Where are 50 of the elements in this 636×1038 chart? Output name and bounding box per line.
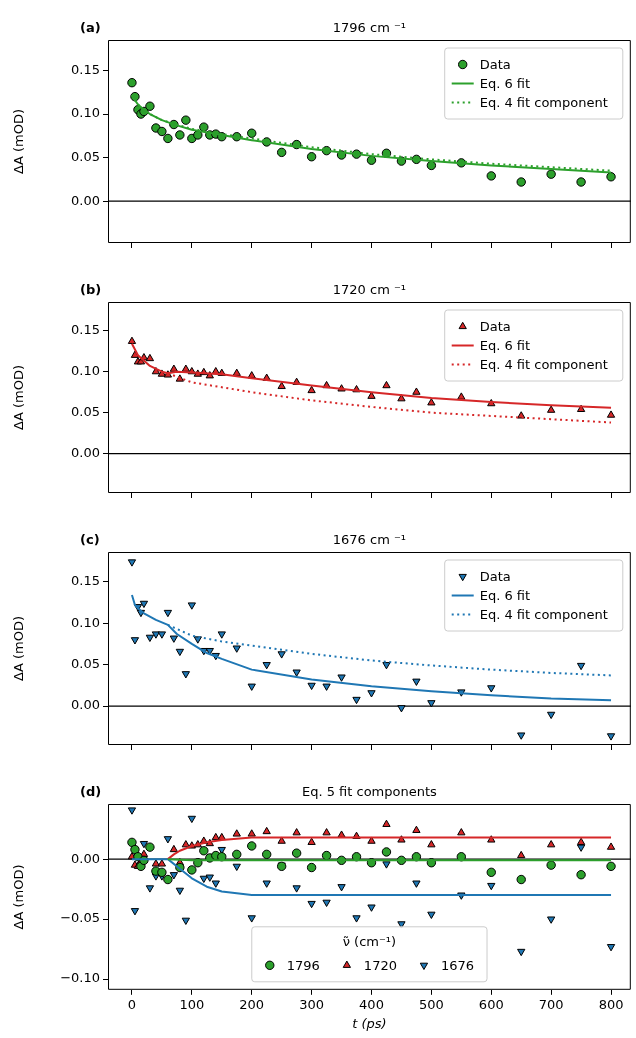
- y-tick-label: 0.15: [71, 61, 100, 77]
- x-tick-label: 100: [179, 996, 205, 1012]
- y-tick-label: 0.10: [71, 105, 100, 121]
- x-tick-label: 600: [478, 996, 504, 1012]
- chart-title: 1676 cm ⁻¹: [332, 532, 407, 547]
- x-tick-label: 800: [598, 996, 624, 1012]
- y-tick-label: 0.05: [71, 404, 100, 420]
- legend-label: 1676: [440, 957, 475, 973]
- y-axis-title: ΔA (mOD): [11, 864, 27, 930]
- legend-label: Data: [479, 56, 511, 72]
- y-tick-label: 0.10: [71, 614, 100, 630]
- y-tick-label: 0.00: [71, 192, 100, 208]
- y-axis-title: ΔA (mOD): [11, 616, 27, 681]
- y-tick-label: 0.15: [71, 573, 100, 589]
- y-tick-label: 0.05: [71, 656, 100, 672]
- x-axis-title: t (ps): [352, 1015, 387, 1031]
- x-tick-label: 500: [418, 996, 444, 1012]
- legend-label: Eq. 4 fit component: [479, 356, 608, 372]
- legend-label: 1720: [363, 957, 397, 973]
- legend-label: Eq. 6 fit: [479, 337, 531, 353]
- legend-label: Data: [479, 568, 511, 584]
- legend-label: Eq. 4 fit component: [479, 94, 608, 110]
- y-tick-label: 0.05: [71, 148, 100, 164]
- y-tick-label: 0.00: [71, 850, 100, 866]
- y-tick-label: 0.15: [71, 322, 100, 338]
- x-tick-label: 0: [127, 996, 137, 1012]
- y-tick-label: −0.05: [60, 910, 100, 926]
- x-tick-label: 200: [239, 996, 265, 1012]
- legend-label: Eq. 4 fit component: [479, 606, 608, 622]
- y-tick-label: 0.10: [71, 363, 100, 379]
- x-tick-label: 700: [538, 996, 564, 1012]
- y-tick-label: 0.00: [71, 445, 100, 461]
- chart-title: 1720 cm ⁻¹: [332, 282, 407, 297]
- legend-label: 1796: [286, 957, 320, 973]
- x-tick-label: 300: [299, 996, 325, 1012]
- y-axis-title: ΔA (mOD): [11, 109, 27, 174]
- chart-title: Eq. 5 fit components: [301, 784, 438, 799]
- legend-title: ν̃ (cm⁻¹): [342, 934, 397, 950]
- y-axis-title: ΔA (mOD): [11, 365, 27, 430]
- y-tick-label: 0.00: [71, 697, 100, 713]
- text: (a): [80, 20, 101, 35]
- y-tick-label: −0.10: [60, 970, 100, 986]
- x-tick-label: 400: [359, 996, 384, 1012]
- chart-title: 1796 cm ⁻¹: [332, 20, 407, 35]
- legend-label: Data: [479, 318, 511, 334]
- legend-label: Eq. 6 fit: [479, 75, 531, 91]
- legend-label: Eq. 6 fit: [479, 587, 531, 603]
- text: (b): [80, 282, 102, 297]
- text: (d): [80, 784, 102, 799]
- text: (c): [80, 532, 100, 547]
